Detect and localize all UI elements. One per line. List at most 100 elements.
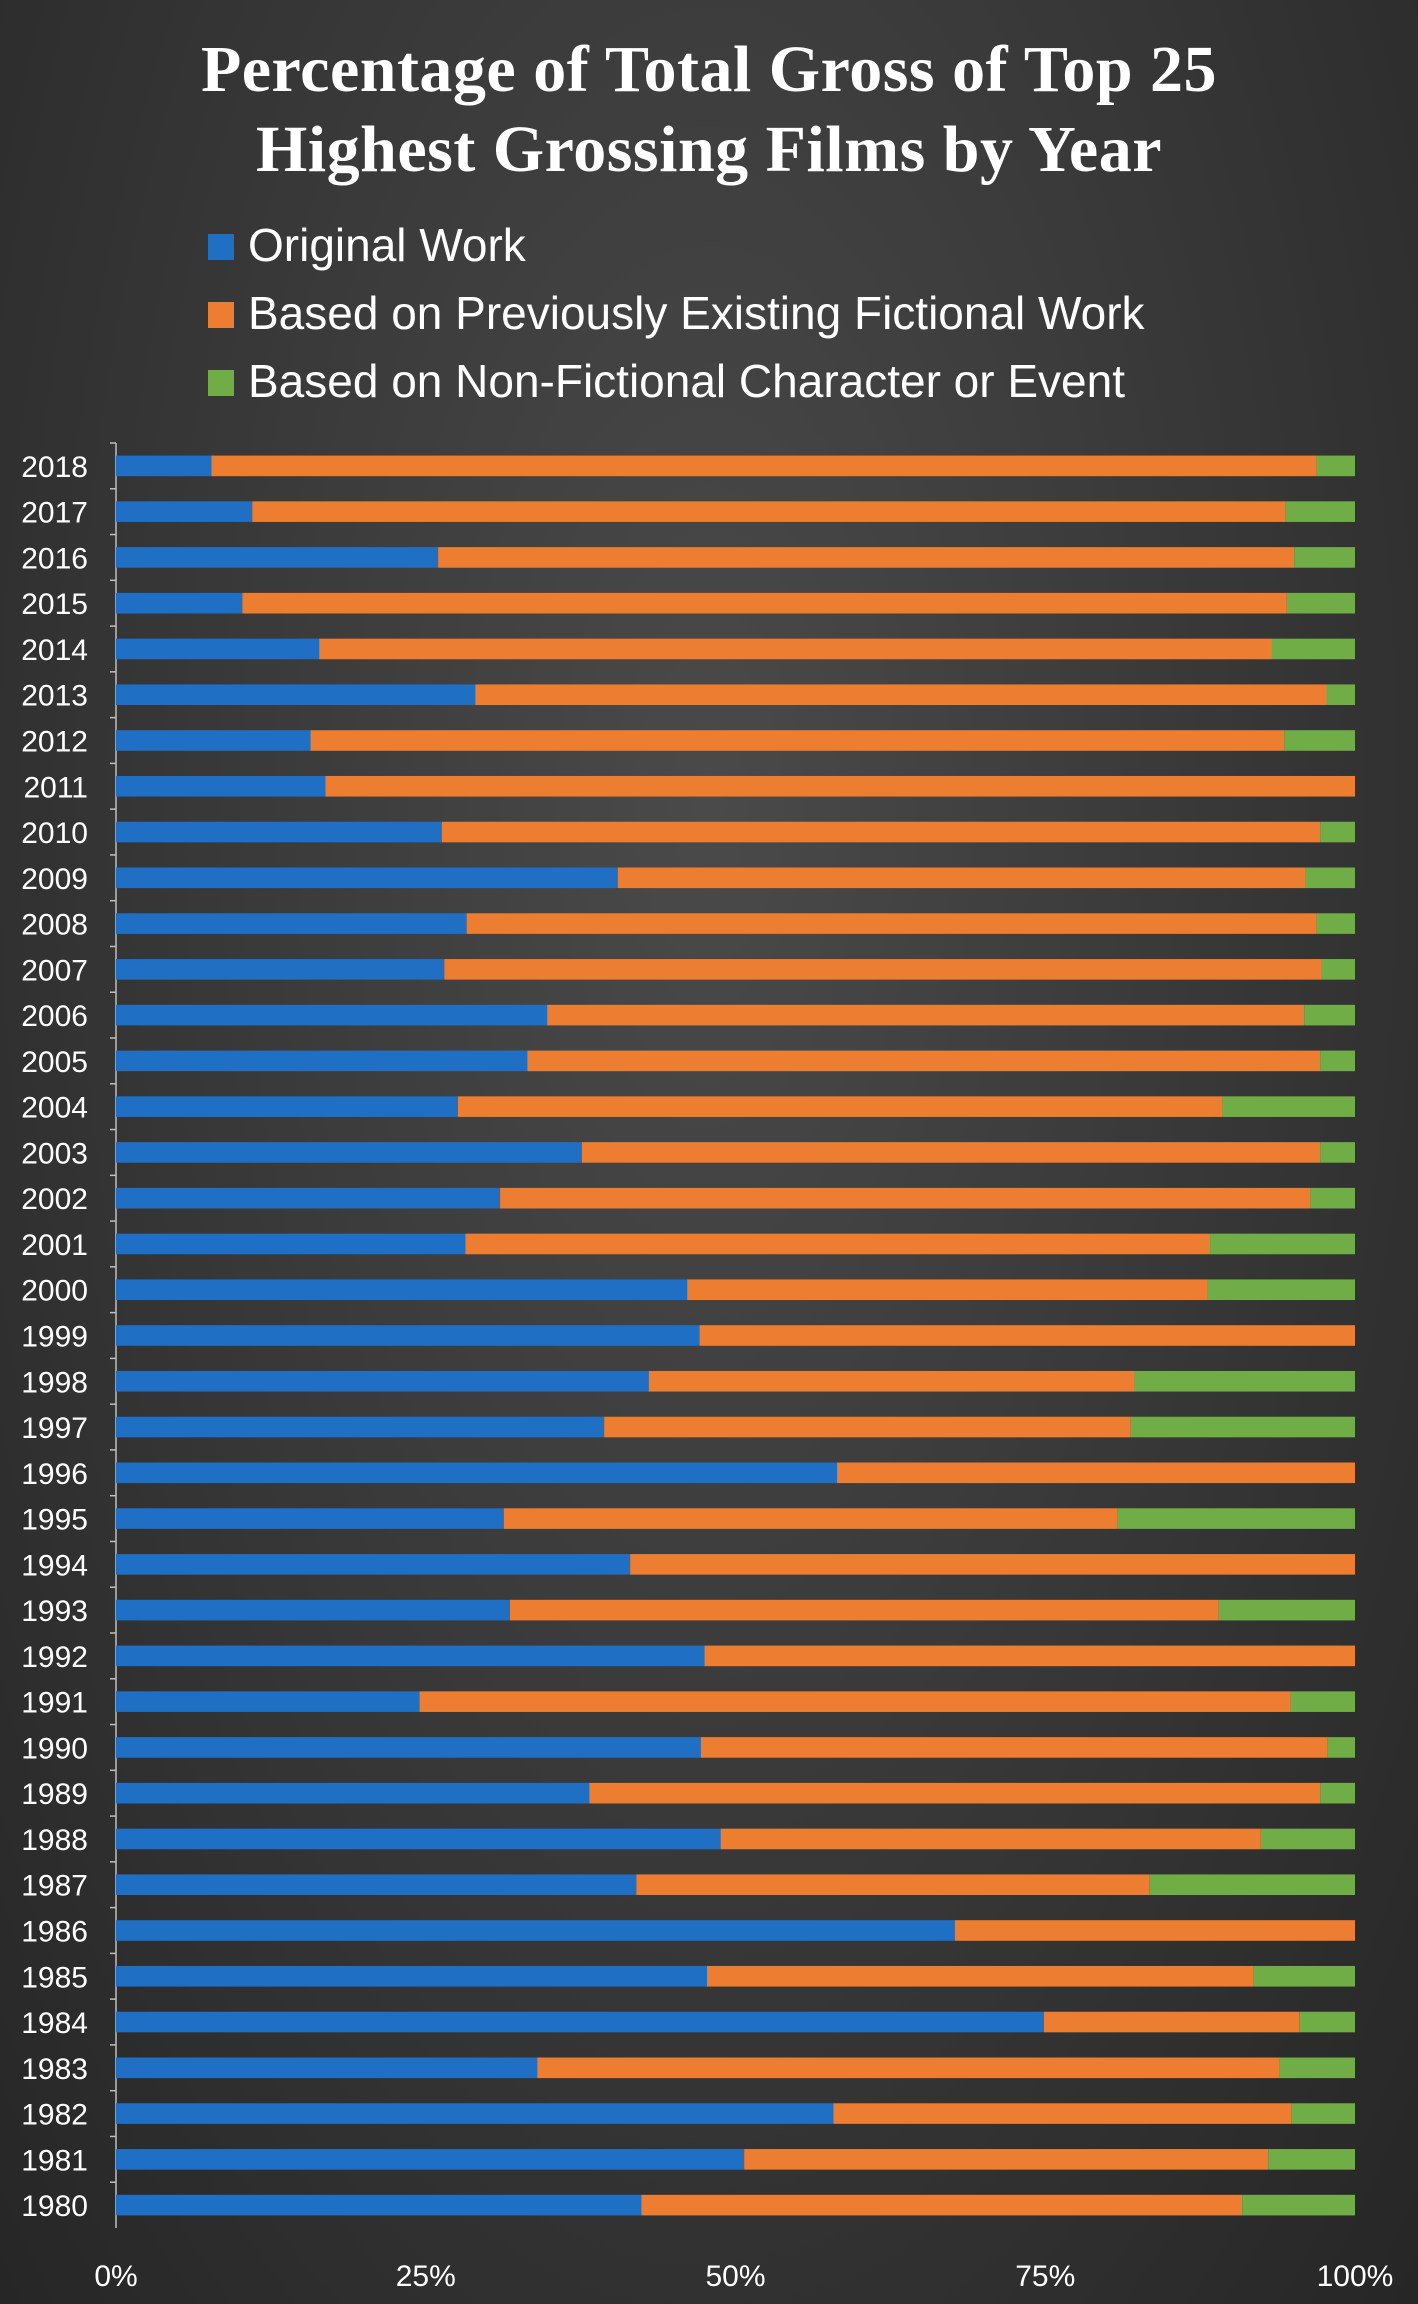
y-tick-label-1994: 1994 bbox=[21, 1549, 88, 1582]
y-tick-label-2012: 2012 bbox=[21, 726, 88, 759]
bar-1981-series-2 bbox=[1268, 2149, 1355, 2170]
bar-2005-series-0 bbox=[116, 1050, 528, 1072]
bar-1982-series-1 bbox=[833, 2103, 1292, 2124]
y-tick-label-1987: 1987 bbox=[21, 1870, 88, 1903]
bar-2007-series-1 bbox=[444, 959, 1322, 980]
bar-1998-series-2 bbox=[1134, 1370, 1355, 1392]
bar-1993-series-2 bbox=[1218, 1599, 1355, 1621]
bar-2004-series-1 bbox=[457, 1096, 1223, 1117]
bar-1984-series-2 bbox=[1299, 2011, 1355, 2033]
bar-1981-series-1 bbox=[744, 2149, 1269, 2170]
bar-2007-series-0 bbox=[116, 959, 445, 980]
bar-2014-series-2 bbox=[1271, 638, 1355, 660]
bar-1988-series-2 bbox=[1260, 1828, 1355, 1850]
bar-2008-series-2 bbox=[1316, 913, 1355, 934]
bar-2014-series-1 bbox=[319, 638, 1272, 660]
bar-2005-series-1 bbox=[527, 1050, 1321, 1072]
bar-1996-series-1 bbox=[837, 1462, 1355, 1484]
bar-2017-series-0 bbox=[116, 501, 253, 522]
y-tick-label-1995: 1995 bbox=[21, 1504, 88, 1537]
bar-1998-series-1 bbox=[648, 1370, 1135, 1392]
bar-1990-series-1 bbox=[700, 1737, 1328, 1758]
bar-2013-series-2 bbox=[1326, 684, 1355, 706]
bar-1994-series-1 bbox=[630, 1554, 1355, 1575]
y-tick-label-1985: 1985 bbox=[21, 1961, 88, 1994]
bar-2016-series-0 bbox=[116, 547, 439, 568]
bar-2016-series-2 bbox=[1294, 547, 1355, 568]
y-tick-label-1990: 1990 bbox=[21, 1732, 88, 1765]
y-tick-label-2004: 2004 bbox=[21, 1092, 88, 1125]
x-tick-label-2: 50% bbox=[705, 2260, 765, 2293]
bar-2002-series-0 bbox=[116, 1187, 501, 1209]
bar-1982-series-0 bbox=[116, 2103, 834, 2124]
y-tick-label-1981: 1981 bbox=[21, 2144, 88, 2177]
bar-2015-series-2 bbox=[1286, 592, 1355, 614]
x-tick-label-4: 100% bbox=[1317, 2260, 1394, 2293]
y-tick-label-2008: 2008 bbox=[21, 909, 88, 942]
bar-1997-series-0 bbox=[116, 1416, 605, 1438]
bar-2000-series-0 bbox=[116, 1279, 688, 1301]
bar-2011-series-0 bbox=[116, 775, 326, 797]
bar-1995-series-1 bbox=[503, 1508, 1118, 1529]
x-tick-label-1: 25% bbox=[396, 2260, 456, 2293]
bar-1989-series-1 bbox=[589, 1782, 1321, 1804]
bar-2003-series-2 bbox=[1320, 1142, 1355, 1163]
legend-swatch-fictional bbox=[208, 302, 234, 328]
bar-2012-series-0 bbox=[116, 730, 311, 751]
bar-1985-series-2 bbox=[1253, 1965, 1355, 1987]
bar-1986-series-1 bbox=[954, 1920, 1355, 1941]
y-tick-label-2000: 2000 bbox=[21, 1275, 88, 1308]
y-tick-label-2017: 2017 bbox=[21, 497, 88, 530]
y-tick-label-1980: 1980 bbox=[21, 2190, 88, 2223]
bar-1989-series-2 bbox=[1320, 1782, 1355, 1804]
bar-2002-series-1 bbox=[500, 1187, 1311, 1209]
bar-1985-series-1 bbox=[707, 1965, 1254, 1987]
bar-1999-series-0 bbox=[116, 1325, 700, 1346]
bar-2018-series-2 bbox=[1316, 455, 1355, 477]
y-tick-label-1983: 1983 bbox=[21, 2053, 88, 2086]
bar-2008-series-1 bbox=[466, 913, 1317, 934]
bar-1991-series-2 bbox=[1290, 1691, 1355, 1712]
legend-label-fictional: Based on Previously Existing Fictional W… bbox=[248, 287, 1145, 339]
bar-1997-series-2 bbox=[1130, 1416, 1355, 1438]
bar-2018-series-1 bbox=[211, 455, 1317, 477]
legend-label-original: Original Work bbox=[248, 219, 526, 271]
bar-2006-series-0 bbox=[116, 1004, 548, 1026]
bar-2008-series-0 bbox=[116, 913, 467, 934]
bar-2016-series-1 bbox=[438, 547, 1295, 568]
bar-2009-series-2 bbox=[1305, 867, 1355, 889]
bar-2001-series-1 bbox=[465, 1233, 1211, 1255]
legend-swatch-original bbox=[208, 234, 234, 260]
bar-2018-series-0 bbox=[116, 455, 212, 477]
y-tick-label-2009: 2009 bbox=[21, 863, 88, 896]
bar-1984-series-1 bbox=[1044, 2011, 1300, 2033]
bar-1980-series-0 bbox=[116, 2194, 642, 2216]
y-tick-label-1989: 1989 bbox=[21, 1778, 88, 1811]
bar-1998-series-0 bbox=[116, 1370, 649, 1392]
bar-2004-series-0 bbox=[116, 1096, 458, 1117]
y-tick-label-2018: 2018 bbox=[21, 451, 88, 484]
bar-1991-series-0 bbox=[116, 1691, 420, 1712]
bar-1995-series-0 bbox=[116, 1508, 504, 1529]
bar-1987-series-0 bbox=[116, 1874, 637, 1896]
bar-2002-series-2 bbox=[1310, 1187, 1355, 1209]
y-tick-label-2014: 2014 bbox=[21, 634, 88, 667]
bar-2017-series-2 bbox=[1285, 501, 1355, 522]
y-tick-label-1996: 1996 bbox=[21, 1458, 88, 1491]
bar-1980-series-2 bbox=[1242, 2194, 1355, 2216]
y-tick-label-1986: 1986 bbox=[21, 1916, 88, 1949]
bar-2009-series-0 bbox=[116, 867, 618, 889]
bar-1991-series-1 bbox=[419, 1691, 1291, 1712]
legend-swatch-nonfictional bbox=[208, 370, 234, 396]
bar-2003-series-0 bbox=[116, 1142, 582, 1163]
y-tick-label-1998: 1998 bbox=[21, 1366, 88, 1399]
bar-1997-series-1 bbox=[604, 1416, 1131, 1438]
bar-1983-series-1 bbox=[537, 2057, 1280, 2079]
bar-1990-series-0 bbox=[116, 1737, 701, 1758]
chart-title-line-2: Highest Grossing Films by Year bbox=[255, 113, 1163, 186]
bar-2012-series-1 bbox=[310, 730, 1285, 751]
bar-2015-series-1 bbox=[242, 592, 1287, 614]
y-tick-label-1988: 1988 bbox=[21, 1824, 88, 1857]
y-tick-label-2015: 2015 bbox=[21, 588, 88, 621]
